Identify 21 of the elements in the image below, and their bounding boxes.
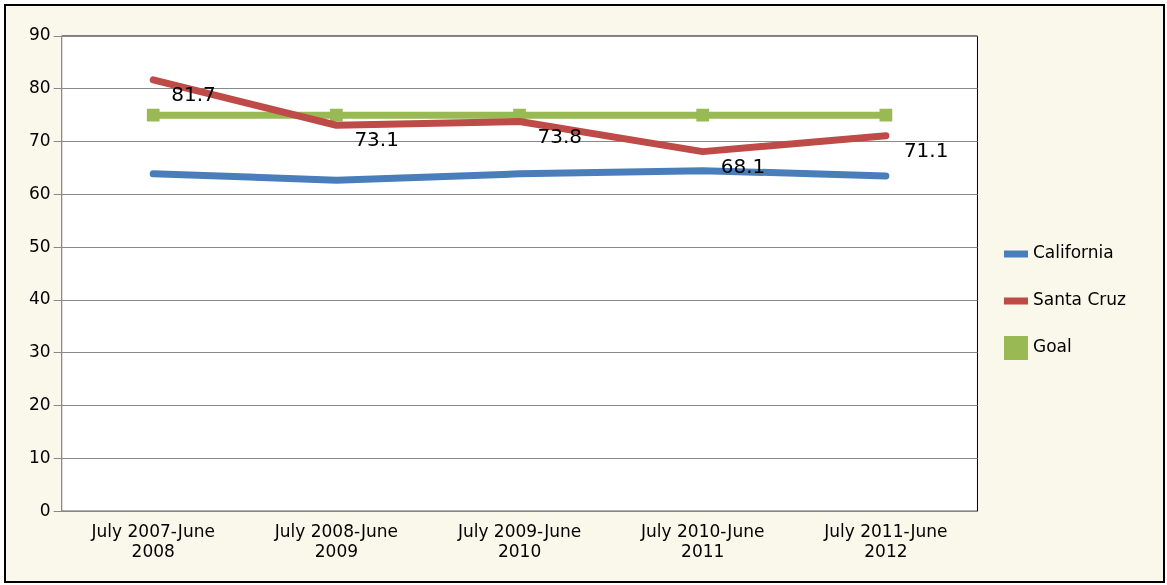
- y-tick-label: 50: [28, 235, 51, 256]
- x-tick-label: July 2007-June 2008: [90, 520, 215, 562]
- x-tick-label: July 2009-June 2010: [456, 520, 582, 562]
- x-tick-label: July 2011-June 2012: [823, 520, 948, 562]
- data-label: 73.1: [354, 127, 399, 152]
- y-tick-label: 0: [39, 499, 51, 520]
- x-tick-label: July 2008-June 2009: [273, 520, 399, 562]
- y-tick-label: 60: [28, 182, 51, 203]
- y-tick-label: 10: [28, 446, 51, 467]
- legend-label: California: [1032, 242, 1114, 263]
- y-tick-label: 40: [28, 288, 51, 309]
- y-tick-label: 90: [28, 24, 51, 45]
- x-tick-label: July 2010-June 2011: [640, 520, 765, 562]
- legend-label: Santa Cruz: [1032, 289, 1127, 310]
- y-tick-label: 80: [28, 77, 51, 98]
- y-tick-label: 70: [28, 130, 51, 151]
- legend-label: Goal: [1032, 336, 1072, 357]
- y-tick-label: 20: [28, 394, 51, 415]
- data-label: 71.1: [903, 138, 949, 162]
- y-tick-label: 30: [28, 341, 51, 362]
- data-label: 73.8: [537, 123, 583, 148]
